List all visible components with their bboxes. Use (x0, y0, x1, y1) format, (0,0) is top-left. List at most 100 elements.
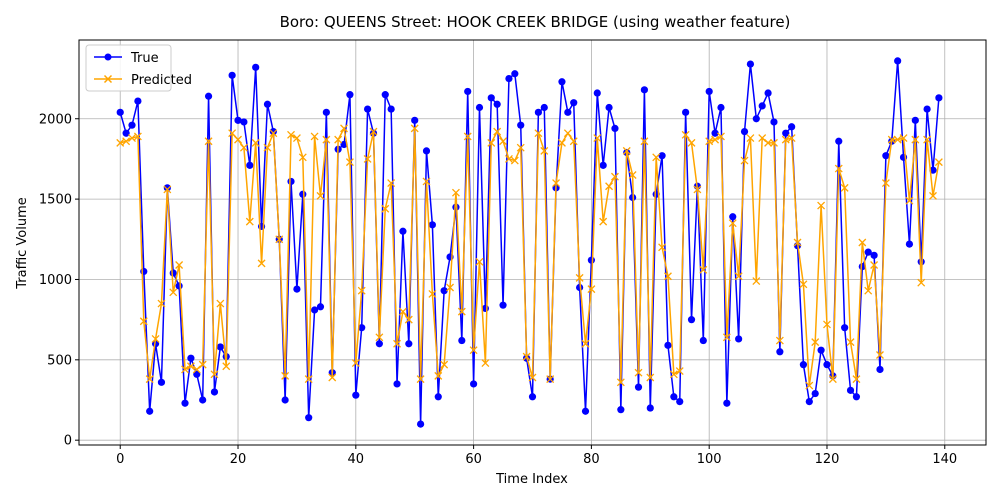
series-true-point (911, 116, 919, 124)
series-true-point (140, 267, 148, 276)
legend-true-marker (104, 53, 112, 61)
series-true-point (193, 370, 201, 378)
series-predicted-point (404, 315, 413, 324)
series-predicted-point (398, 307, 407, 316)
legend-predicted-marker (103, 74, 113, 84)
series-true-point (169, 269, 177, 277)
series-predicted-point (210, 370, 219, 379)
series-predicted-point (475, 257, 484, 266)
legend-true-label: True (130, 51, 159, 66)
series-true-point (252, 63, 260, 71)
series-true-point (752, 115, 760, 123)
series-predicted-point (128, 134, 136, 142)
series-predicted-point (328, 373, 337, 382)
series-predicted-point (881, 179, 890, 187)
series-predicted-point (575, 273, 584, 282)
series-true-point (416, 420, 425, 428)
series-predicted-point (593, 134, 602, 142)
series-predicted-point (787, 134, 796, 142)
series-true-point (564, 108, 572, 116)
series-predicted-point (139, 317, 148, 326)
series-predicted-point (876, 351, 884, 359)
series-predicted-point (410, 124, 419, 133)
series-true-point (870, 251, 878, 259)
series-true-point (293, 285, 301, 293)
series-predicted-point (581, 339, 590, 348)
series-predicted-point (911, 135, 920, 144)
series-true-point (593, 89, 601, 97)
series-predicted-point (770, 138, 778, 147)
series-true-point (705, 87, 713, 96)
series-true-point (287, 177, 295, 186)
series-true-point (440, 287, 448, 295)
series-true-point (587, 256, 595, 264)
series-predicted-point (434, 371, 443, 380)
series-true-point (375, 340, 383, 348)
series-true-point (682, 108, 690, 116)
series-predicted-point (728, 219, 737, 228)
series-predicted-point (493, 127, 502, 136)
series-predicted-point (775, 336, 784, 345)
series-true-point (175, 282, 183, 290)
x-tick-label: 0 (116, 452, 124, 467)
series-true-point (770, 118, 778, 126)
x-tick-label: 100 (697, 452, 722, 467)
series-predicted-point (734, 272, 743, 281)
series-predicted-point (428, 289, 437, 298)
series-predicted-point (905, 196, 914, 205)
series-true-line (119, 60, 940, 425)
series-predicted-point (298, 153, 307, 162)
series-predicted-point (616, 378, 625, 387)
series-true-point (811, 389, 819, 398)
series-predicted-point (840, 183, 849, 192)
series-predicted-point (811, 338, 820, 347)
series-predicted-point (569, 137, 578, 146)
legend-predicted-label: Predicted (131, 73, 192, 88)
series-predicted-point (451, 188, 460, 197)
series-true-point (358, 324, 366, 332)
series-predicted-point (334, 135, 343, 144)
series-predicted-point (292, 134, 301, 142)
series-predicted-point (304, 375, 313, 384)
series-predicted-point (852, 375, 861, 384)
series-true-point (823, 361, 831, 369)
series-true-point (735, 335, 743, 343)
series-predicted-point (446, 283, 455, 292)
y-tick-label: 2000 (39, 112, 72, 127)
y-axis-label: Traffic Volume (15, 197, 30, 290)
series-predicted-point (269, 129, 278, 138)
series-predicted-point (640, 137, 649, 146)
series-predicted-point (393, 339, 401, 348)
y-tick-label: 0 (64, 434, 72, 449)
x-tick-label: 120 (815, 452, 840, 467)
series-predicted-line (120, 127, 940, 387)
series-predicted-point (157, 299, 166, 308)
series-true-point (411, 116, 419, 124)
series-predicted-point (239, 143, 248, 152)
series-true-point (581, 407, 590, 415)
series-true-point (640, 86, 649, 94)
series-predicted-point (823, 320, 831, 329)
series-true-point (228, 71, 236, 79)
series-true-point (281, 396, 289, 404)
series-true-point (605, 103, 613, 112)
series-true-point (676, 398, 684, 406)
series-predicted-point (251, 138, 260, 147)
series-predicted-point (587, 285, 596, 294)
series-true-point (723, 399, 731, 407)
series-predicted-point (351, 359, 360, 367)
series-true-point (263, 100, 272, 108)
series-true-point (387, 105, 395, 113)
series-true-point (905, 240, 914, 248)
series-true-point (210, 388, 219, 396)
series-true-point (841, 324, 849, 332)
series-predicted-point (540, 146, 549, 155)
series-true-point (464, 87, 472, 96)
series-predicted-point (228, 129, 237, 138)
series-predicted-point (457, 307, 466, 316)
series-predicted-point (310, 132, 319, 141)
series-predicted-point (599, 217, 608, 226)
series-predicted-point (605, 182, 614, 191)
series-true-point (299, 190, 307, 198)
series-true-point (199, 396, 207, 404)
